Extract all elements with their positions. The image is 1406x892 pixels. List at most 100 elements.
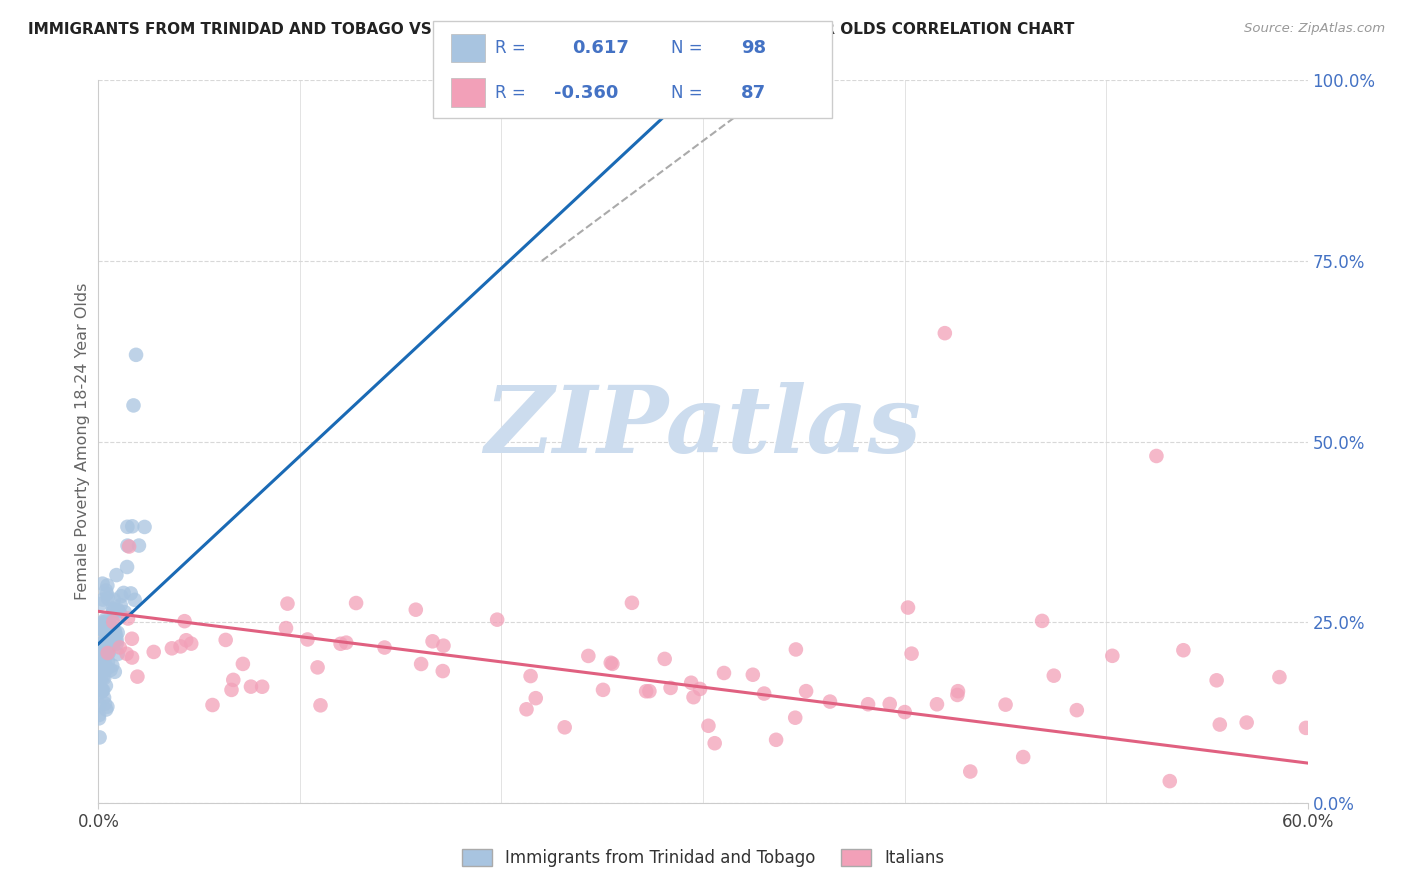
Point (90, 669, 112, 683)
Text: 0.617: 0.617 (572, 39, 628, 57)
Point (103, 615, 125, 629)
Point (620, 596, 643, 610)
Point (89, 731, 111, 745)
Point (173, 614, 195, 628)
Point (117, 520, 139, 534)
Point (94, 632, 117, 646)
Point (654, 652, 676, 666)
Point (105, 629, 128, 643)
Point (112, 586, 135, 600)
Point (121, 519, 143, 533)
Point (107, 647, 129, 661)
Point (160, 641, 183, 656)
Point (94, 642, 117, 657)
Point (422, 634, 444, 648)
Point (703, 736, 725, 750)
Point (91, 622, 114, 636)
Point (93, 616, 115, 631)
Point (118, 540, 141, 554)
Point (180, 637, 202, 651)
Point (107, 625, 129, 640)
Point (794, 684, 817, 698)
Point (110, 598, 132, 612)
Point (87, 711, 110, 725)
Point (94, 625, 117, 640)
Y-axis label: Female Poverty Among 18-24 Year Olds: Female Poverty Among 18-24 Year Olds (75, 283, 90, 600)
Point (1268, 670, 1291, 684)
Point (134, 520, 156, 534)
Point (232, 657, 254, 671)
Point (94, 621, 117, 635)
Point (94, 613, 117, 627)
Point (681, 675, 703, 690)
Point (1146, 449, 1168, 463)
Point (215, 632, 238, 647)
Point (335, 635, 357, 649)
Point (96, 615, 118, 629)
Point (107, 604, 129, 618)
Point (105, 633, 128, 648)
Point (432, 664, 454, 678)
Point (89, 666, 111, 681)
Point (221, 682, 243, 697)
Point (925, 698, 948, 712)
Point (125, 348, 148, 362)
Text: R =: R = (495, 39, 531, 57)
Point (374, 640, 396, 655)
Point (90, 597, 112, 611)
Point (104, 626, 127, 640)
Point (103, 604, 125, 618)
Point (91, 592, 114, 607)
Point (115, 647, 138, 661)
Point (697, 719, 720, 733)
Point (91, 670, 114, 684)
Point (934, 326, 956, 340)
Point (90, 622, 112, 636)
Point (682, 690, 704, 705)
Point (94, 663, 117, 677)
Text: -0.360: -0.360 (554, 84, 619, 102)
Point (1295, 721, 1317, 735)
Point (1159, 774, 1181, 789)
Point (946, 684, 969, 698)
Point (524, 691, 547, 706)
Point (105, 637, 128, 651)
Point (599, 656, 621, 670)
Point (946, 688, 969, 702)
Point (94, 659, 117, 673)
Point (785, 711, 807, 725)
Point (309, 698, 332, 713)
Point (785, 642, 807, 657)
Point (90, 685, 112, 699)
Point (96, 578, 118, 592)
Point (1236, 715, 1258, 730)
Point (96, 617, 118, 632)
Point (879, 697, 901, 711)
Point (87, 653, 110, 667)
Point (897, 600, 920, 615)
Point (297, 632, 319, 647)
Point (98, 616, 121, 631)
Point (1205, 673, 1227, 688)
Point (94, 697, 117, 711)
Point (893, 705, 915, 719)
Point (90, 640, 112, 655)
Point (97, 654, 120, 668)
Point (752, 687, 775, 701)
Point (105, 568, 128, 582)
Point (110, 589, 132, 603)
Point (638, 684, 661, 698)
Text: ZIPatlas: ZIPatlas (485, 382, 921, 472)
Point (96, 634, 118, 648)
Point (689, 681, 711, 696)
Point (90, 681, 112, 695)
Point (519, 669, 541, 683)
Point (124, 592, 146, 607)
Point (94, 638, 117, 652)
Point (121, 632, 143, 646)
Point (602, 657, 624, 671)
Point (1101, 648, 1123, 663)
Point (101, 658, 124, 673)
Text: N =: N = (671, 84, 707, 102)
Point (486, 613, 509, 627)
